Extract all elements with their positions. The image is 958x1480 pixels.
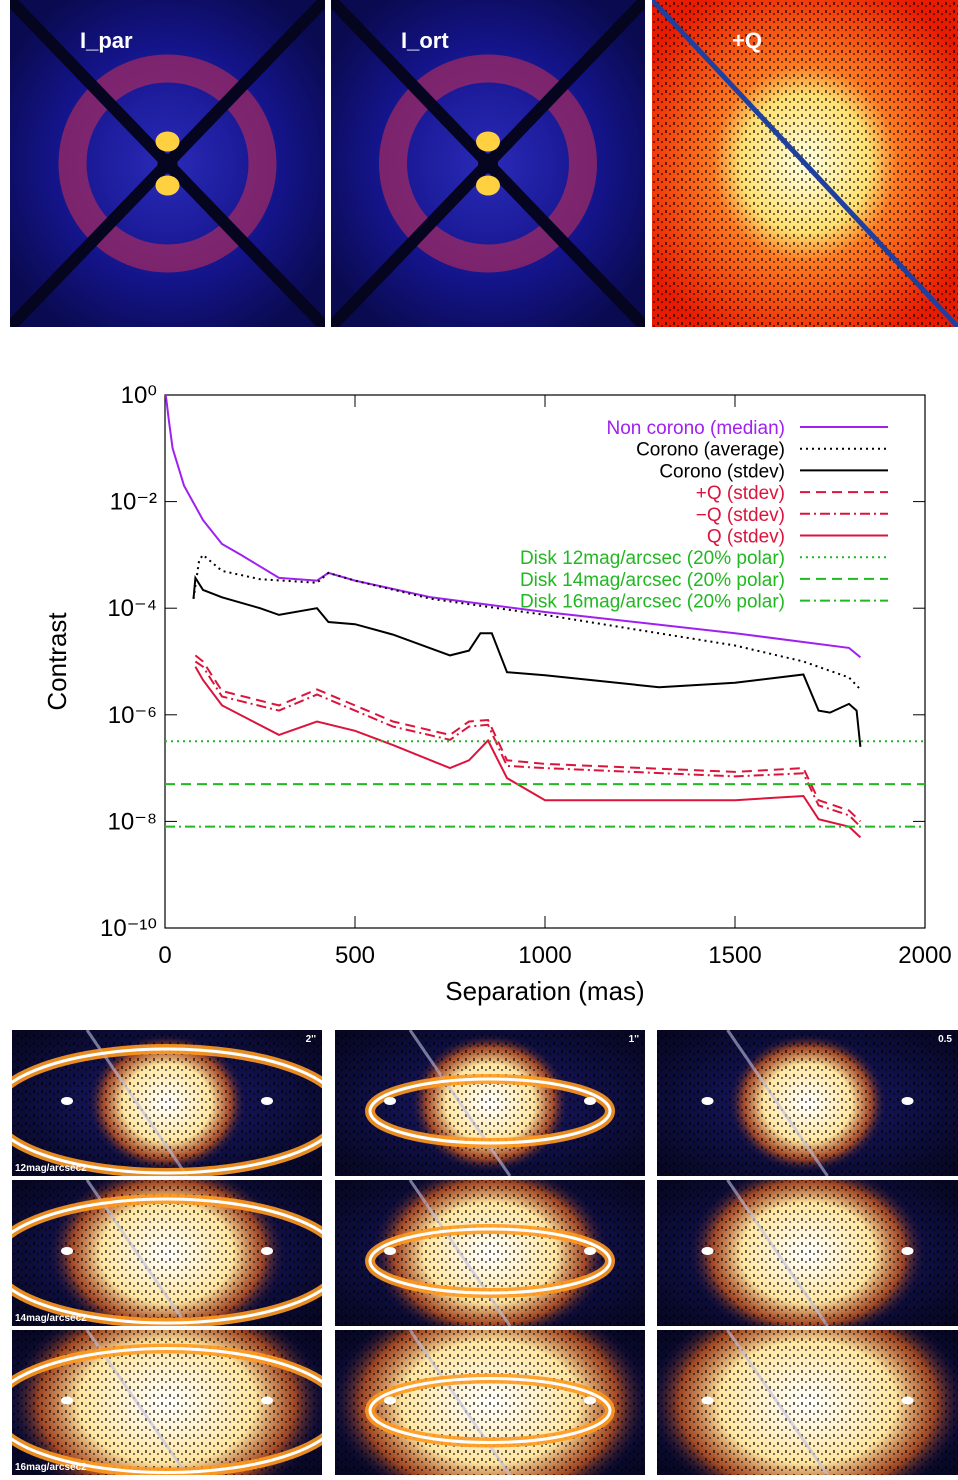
image-panel: I_ort xyxy=(331,0,645,327)
image xyxy=(657,1163,958,1343)
image-panel: 1'' xyxy=(335,1030,645,1176)
legend-label: −Q (stdev) xyxy=(696,505,785,526)
star xyxy=(261,1247,273,1255)
core xyxy=(156,176,180,196)
image-panel: 2'' 12mag/arcsec2 xyxy=(0,1030,342,1176)
image xyxy=(652,0,958,327)
legend-label: +Q (stdev) xyxy=(696,483,785,504)
image-panel: 0.5 xyxy=(657,1030,958,1176)
chart: 0 500 1000 1500 2000 10⁻¹⁰ 10⁻⁸ 10⁻⁶ 10⁻⁴ 10⁻² 10⁰… xyxy=(42,382,952,1006)
x-tick-label: 1500 xyxy=(708,942,761,969)
star xyxy=(702,1097,714,1105)
star xyxy=(384,1397,396,1405)
legend-label: Q (stdev) xyxy=(707,527,785,548)
star xyxy=(61,1097,73,1105)
core xyxy=(476,132,500,152)
row-label: 16mag/arcsec2 xyxy=(15,1462,87,1473)
y-axis-label: Contrast xyxy=(42,612,72,711)
panel-label: +Q xyxy=(732,28,762,53)
speckle xyxy=(657,1180,958,1326)
row-label: 14mag/arcsec2 xyxy=(15,1313,87,1324)
star xyxy=(902,1397,914,1405)
image xyxy=(657,1030,958,1176)
star xyxy=(261,1397,273,1405)
star xyxy=(384,1247,396,1255)
panel-label: I_par xyxy=(80,28,133,53)
star xyxy=(584,1247,596,1255)
y-tick-label: 10⁻⁸ xyxy=(108,808,158,835)
star xyxy=(702,1247,714,1255)
x-tick-label: 1000 xyxy=(518,942,571,969)
core xyxy=(158,154,178,174)
core xyxy=(476,176,500,196)
star xyxy=(584,1097,596,1105)
y-tick-label: 10⁻¹⁰ xyxy=(100,915,157,942)
star xyxy=(384,1097,396,1105)
legend-label: Disk 16mag/arcsec (20% polar) xyxy=(520,592,785,613)
image-panel: +Q xyxy=(652,0,958,327)
image-panel xyxy=(657,1163,958,1343)
image xyxy=(0,1030,342,1176)
image-panel: 14mag/arcsec2 xyxy=(0,1163,342,1343)
image xyxy=(10,0,325,327)
star xyxy=(702,1397,714,1405)
series-line xyxy=(195,662,860,827)
y-tick-label: 10⁰ xyxy=(121,382,157,409)
panel-label: I_ort xyxy=(401,28,449,53)
x-tick-label: 2000 xyxy=(898,942,951,969)
star xyxy=(584,1397,596,1405)
image xyxy=(335,1030,645,1176)
image-panel xyxy=(335,1163,645,1343)
x-tick-label: 0 xyxy=(158,942,171,969)
star xyxy=(61,1397,73,1405)
star xyxy=(902,1097,914,1105)
legend-label: Disk 12mag/arcsec (20% polar) xyxy=(520,548,785,569)
speckle xyxy=(657,1330,958,1475)
plot-frame xyxy=(165,395,925,928)
image xyxy=(335,1163,645,1343)
core xyxy=(478,154,498,174)
scale-label: 1'' xyxy=(629,1034,639,1045)
star xyxy=(61,1247,73,1255)
legend-label: Disk 14mag/arcsec (20% polar) xyxy=(520,570,785,591)
series-line xyxy=(195,667,860,838)
y-tick-label: 10⁻⁴ xyxy=(107,595,157,622)
x-axis-label: Separation (mas) xyxy=(445,976,644,1006)
star xyxy=(902,1247,914,1255)
top-panels: I_par I_ort +Q xyxy=(10,0,958,327)
image xyxy=(331,0,645,327)
grid-panels: 2'' 12mag/arcsec2 1'' 0.5 14mag/arcsec2 16mag… xyxy=(0,1030,958,1475)
star xyxy=(261,1097,273,1105)
x-tick-label: 500 xyxy=(335,942,375,969)
core xyxy=(156,132,180,152)
row-label: 12mag/arcsec2 xyxy=(15,1163,87,1174)
legend-label: Non corono (median) xyxy=(607,418,785,439)
scale-label: 2'' xyxy=(306,1034,316,1045)
scale-label: 0.5 xyxy=(938,1034,952,1045)
y-tick-label: 10⁻⁶ xyxy=(108,702,157,729)
image-panel: I_par xyxy=(10,0,325,327)
speckle xyxy=(657,1030,958,1176)
y-tick-label: 10⁻² xyxy=(110,489,157,516)
legend-label: Corono (stdev) xyxy=(659,461,785,482)
legend-label: Corono (average) xyxy=(636,440,785,461)
